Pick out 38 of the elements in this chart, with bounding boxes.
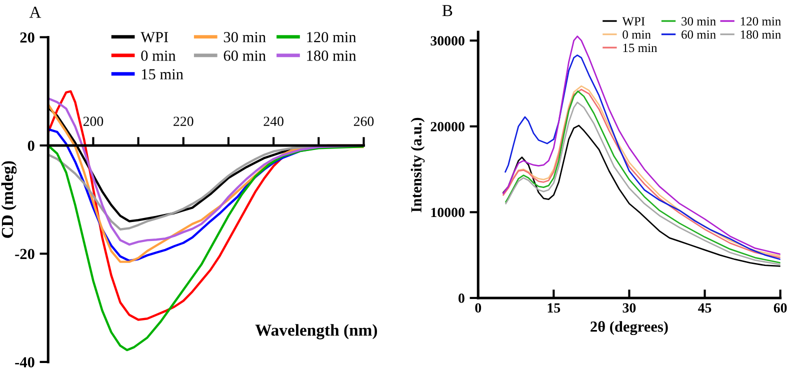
legend-label: WPI bbox=[622, 17, 645, 26]
y-tick-label: 10000 bbox=[431, 208, 464, 218]
x-axis-title: 2θ (degrees) bbox=[590, 320, 668, 336]
legend-label: WPI bbox=[140, 32, 168, 42]
x-tick-label: 240 bbox=[264, 116, 284, 126]
legend-label: 0 min bbox=[622, 30, 651, 39]
y-axis-title: CD (mdeg) bbox=[1, 161, 17, 238]
y-tick-label: 0 bbox=[28, 140, 34, 151]
x-tick-label: 15 bbox=[548, 303, 560, 313]
x-tick-label: 220 bbox=[174, 116, 194, 126]
y-tick-label: 30000 bbox=[430, 36, 464, 46]
y-axis-title: Intensity (a.u.) bbox=[410, 118, 425, 212]
legend-label: 30 min bbox=[682, 17, 716, 26]
y-tick-label: 20 bbox=[20, 32, 34, 43]
legend-label: 60 min bbox=[682, 30, 716, 39]
x-tick-label: 60 bbox=[774, 303, 787, 313]
x-axis-title: Wavelength (nm) bbox=[255, 324, 377, 340]
y-tick-label: 0 bbox=[458, 294, 464, 303]
legend-label: 15 min bbox=[623, 44, 658, 52]
y-tick-label: -20 bbox=[15, 248, 34, 260]
legend-label: 120 min bbox=[307, 32, 356, 42]
line-series bbox=[502, 124, 780, 267]
chart-title: B bbox=[442, 5, 452, 16]
x-tick-label: 0 bbox=[475, 303, 482, 313]
chart-title: A bbox=[29, 6, 42, 18]
x-tick-label: 260 bbox=[354, 116, 374, 126]
x-tick-label: 200 bbox=[83, 116, 104, 126]
x-tick-label: 45 bbox=[698, 303, 712, 313]
legend-label: 180 min bbox=[740, 30, 781, 39]
y-tick-label: -40 bbox=[15, 357, 34, 368]
legend-label: 60 min bbox=[224, 50, 266, 61]
legend-label: 15 min bbox=[142, 69, 184, 80]
legend-label: 30 min bbox=[224, 32, 266, 42]
legend-label: 120 min bbox=[740, 17, 781, 26]
legend-label: 0 min bbox=[141, 50, 176, 61]
x-tick-label: 30 bbox=[622, 303, 636, 313]
legend-label: 180 min bbox=[307, 50, 356, 61]
y-tick-label: 20000 bbox=[430, 122, 464, 132]
